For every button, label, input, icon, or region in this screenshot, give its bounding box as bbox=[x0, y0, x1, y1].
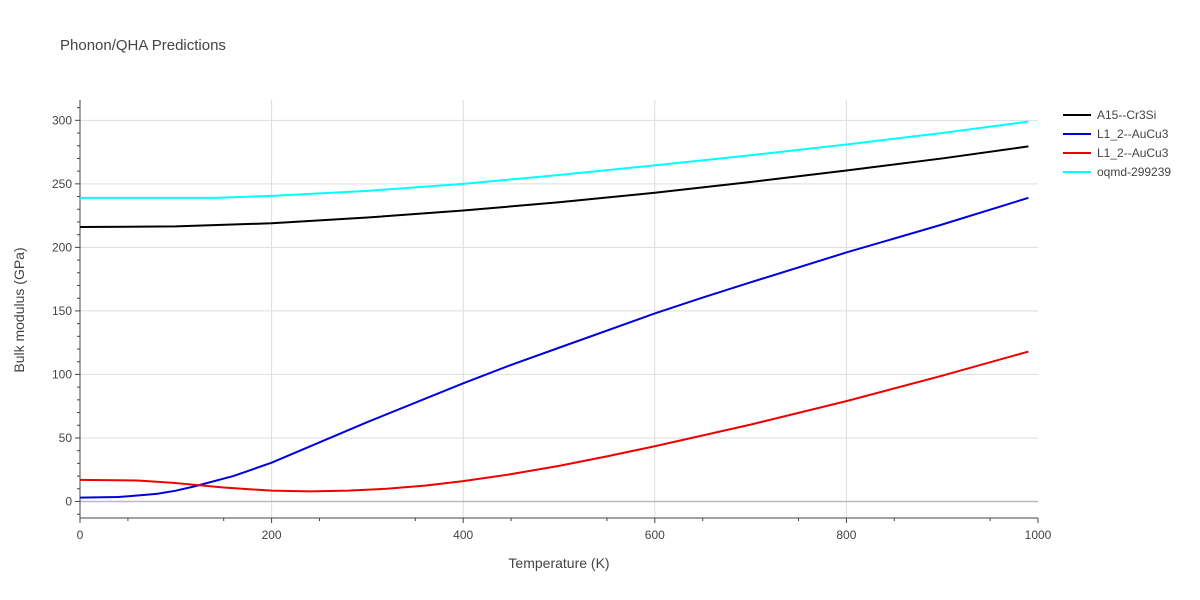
x-tick-label: 1000 bbox=[1025, 528, 1052, 542]
series-line-3 bbox=[79, 350, 1029, 493]
x-tick-label: 0 bbox=[77, 528, 84, 542]
y-tick-label: 50 bbox=[59, 431, 73, 445]
legend-label-1: A15--Cr3Si bbox=[1097, 108, 1156, 122]
x-tick-label: 400 bbox=[453, 528, 473, 542]
x-axis-title: Temperature (K) bbox=[508, 555, 609, 571]
x-tick-label: 800 bbox=[836, 528, 856, 542]
y-tick-label: 250 bbox=[52, 177, 72, 191]
chart-title: Phonon/QHA Predictions bbox=[60, 37, 226, 54]
y-tick-label: 200 bbox=[52, 240, 72, 254]
legend-label-2: L1_2--AuCu3 bbox=[1097, 127, 1169, 141]
series-line-1 bbox=[79, 145, 1029, 229]
series-line-4 bbox=[80, 120, 1029, 199]
y-axis-title: Bulk modulus (GPa) bbox=[11, 247, 27, 372]
ticks-layer: 0 200 400 600 800 1000 0 50 100 150 200 250 300 bbox=[52, 113, 1052, 542]
x-tick-label: 600 bbox=[645, 528, 665, 542]
grid-layer bbox=[80, 100, 1038, 518]
y-tick-label: 300 bbox=[52, 113, 72, 127]
x-tick-label: 200 bbox=[262, 528, 282, 542]
series-line-2 bbox=[79, 196, 1029, 499]
y-tick-label: 0 bbox=[65, 494, 72, 508]
legend: A15--Cr3Si L1_2--AuCu3 L1_2--AuCu3 oqmd-299… bbox=[1063, 108, 1171, 179]
axes-layer bbox=[75, 100, 1039, 523]
legend-label-3: L1_2--AuCu3 bbox=[1097, 146, 1169, 160]
y-tick-label: 150 bbox=[52, 304, 72, 318]
series-layer bbox=[79, 120, 1029, 499]
legend-label-4: oqmd-299239 bbox=[1097, 165, 1171, 179]
y-tick-label: 100 bbox=[52, 367, 72, 381]
